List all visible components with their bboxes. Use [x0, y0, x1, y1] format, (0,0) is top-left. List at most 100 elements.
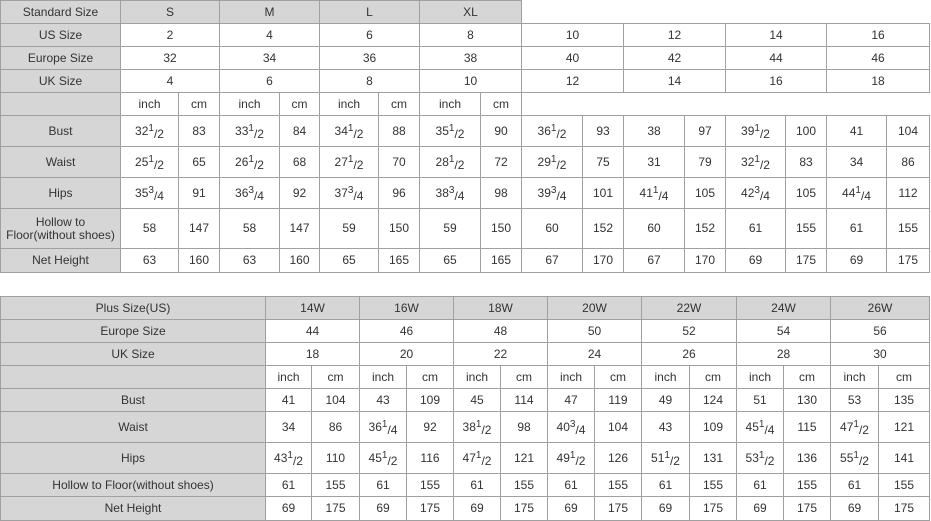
measurement-value: 321/2 [725, 146, 787, 178]
unit-header: inch [219, 92, 281, 116]
measurement-value: 83 [177, 115, 221, 147]
measurement-value: 96 [378, 177, 421, 209]
measurement-value: 61 [453, 473, 501, 497]
measurement-value: 165 [378, 248, 421, 273]
measurement-value: 58 [120, 208, 179, 249]
size-value: 42 [623, 46, 727, 70]
measurement-row: Hollow to Floor(without shoes) 61 155 61 155… [0, 473, 930, 497]
measurement-value: 511/2 [641, 442, 690, 474]
fraction-value: 531/2 [745, 449, 775, 468]
row-label: Europe Size [0, 46, 121, 70]
measurement-value: 69 [736, 496, 784, 521]
unit-header: cm [480, 92, 523, 116]
measurement-value: 105 [785, 177, 828, 209]
measurement-value: 150 [480, 208, 523, 249]
fraction-value: 471/2 [462, 449, 492, 468]
fraction-value: 431/2 [274, 449, 303, 468]
measurement-value: 341/2 [319, 115, 380, 147]
size-header: 18W [453, 296, 548, 320]
size-value: 2 [119, 23, 221, 47]
measurement-value: 61 [359, 473, 407, 497]
size-header: 24W [736, 296, 831, 320]
measurement-value: 155 [500, 473, 548, 497]
measurement-value: 155 [311, 473, 360, 497]
size-header: 26W [830, 296, 930, 320]
measurement-value: 150 [378, 208, 421, 249]
measurement-value: 175 [500, 496, 548, 521]
measurement-value: 61 [725, 208, 787, 249]
measurement-value: 49 [641, 388, 690, 412]
measurement-value: 130 [783, 388, 831, 412]
measurement-value: 281/2 [419, 146, 482, 178]
measurement-value: 79 [684, 146, 727, 178]
size-value: 28 [736, 342, 831, 366]
measurement-value: 441/4 [826, 177, 888, 209]
measurement-value: 119 [594, 388, 642, 412]
size-header: 22W [641, 296, 737, 320]
measurement-value: 383/4 [419, 177, 482, 209]
measurement-value: 69 [826, 248, 888, 273]
measurement-value: 175 [689, 496, 737, 521]
measurement-value: 63 [219, 248, 281, 273]
measurement-value: 121 [878, 411, 930, 443]
size-value: 14 [725, 23, 828, 47]
measurement-value: 69 [641, 496, 690, 521]
measurement-value: 351/2 [419, 115, 482, 147]
size-value: 40 [521, 46, 625, 70]
unit-header: inch [419, 92, 482, 116]
row-label: Waist [0, 146, 121, 178]
size-value: 36 [319, 46, 421, 70]
measurement-value: 147 [279, 208, 321, 249]
measurement-value: 83 [785, 146, 828, 178]
measurement-value: 86 [311, 411, 360, 443]
unit-header: inch [319, 92, 380, 116]
fraction-value: 321/2 [135, 122, 164, 141]
measurement-value: 98 [480, 177, 523, 209]
measurement-value: 175 [594, 496, 642, 521]
size-header: XL [419, 0, 523, 24]
measurement-value: 451/2 [359, 442, 407, 474]
row-label: Net Height [0, 496, 266, 521]
measurement-value: 115 [783, 411, 831, 443]
size-value: 46 [359, 319, 454, 343]
measurement-value: 121 [500, 442, 548, 474]
measurement-row: Net Height 69 175 69 175 69 175 69 175 69 175 69 175… [0, 496, 930, 521]
size-row: UK Size 4 6 8 10 12 14 16 18 [0, 69, 931, 93]
measurement-value: 61 [641, 473, 690, 497]
size-row: UK Size 18 20 22 24 26 28 30 [0, 342, 930, 366]
unit-header: inch [641, 365, 690, 389]
unit-header: cm [594, 365, 642, 389]
measurement-value: 136 [783, 442, 831, 474]
standard-size-chart: Standard Size S M L XL US Size 2 4 6 8 10 12 14 16 Eur… [0, 0, 931, 273]
measurement-value: 68 [279, 146, 321, 178]
measurement-value: 59 [319, 208, 380, 249]
size-value: 16 [725, 69, 828, 93]
size-value: 38 [419, 46, 523, 70]
measurement-value: 141 [878, 442, 930, 474]
unit-header: cm [378, 92, 421, 116]
size-value: 18 [265, 342, 360, 366]
size-value: 48 [453, 319, 548, 343]
measurement-value: 101 [582, 177, 625, 209]
size-value: 12 [623, 23, 727, 47]
measurement-value: 155 [689, 473, 737, 497]
measurement-value: 131 [689, 442, 737, 474]
measurement-value: 147 [177, 208, 221, 249]
size-header: L [319, 0, 421, 24]
unit-header: cm [177, 92, 221, 116]
fraction-value: 393/4 [537, 184, 567, 203]
measurement-value: 47 [547, 388, 595, 412]
measurement-value: 321/2 [120, 115, 179, 147]
measurement-value: 69 [725, 248, 787, 273]
measurement-value: 152 [684, 208, 727, 249]
fraction-value: 351/2 [435, 122, 465, 141]
measurement-value: 86 [886, 146, 931, 178]
measurement-value: 105 [684, 177, 727, 209]
measurement-value: 45 [453, 388, 501, 412]
measurement-value: 361/4 [359, 411, 407, 443]
measurement-value: 61 [826, 208, 888, 249]
unit-header: cm [878, 365, 930, 389]
fraction-value: 423/4 [741, 184, 770, 203]
unit-header: inch [359, 365, 407, 389]
measurement-value: 72 [480, 146, 523, 178]
